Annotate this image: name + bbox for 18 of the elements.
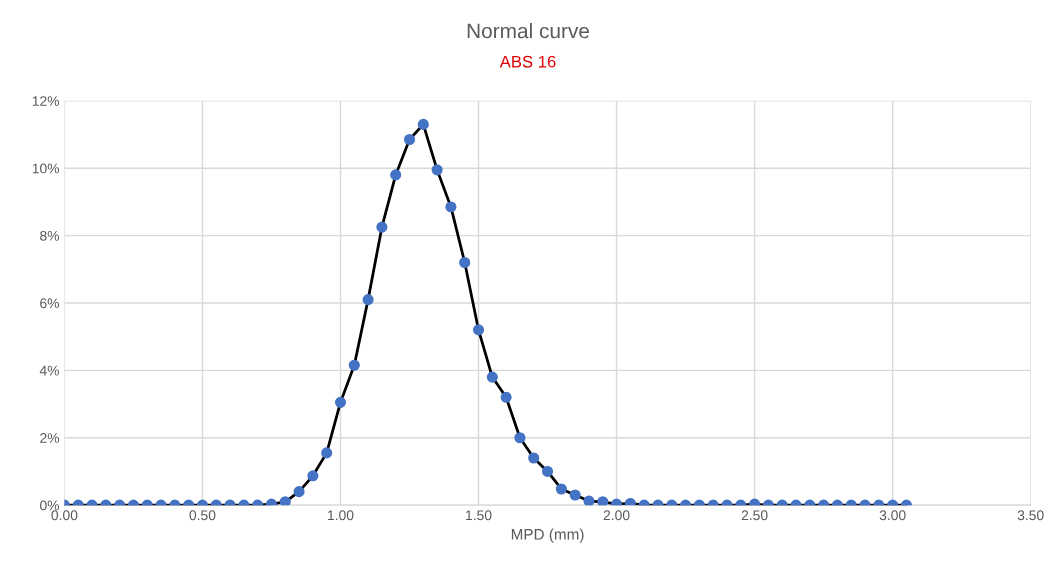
x-tick-label: 2.00 [603,510,630,521]
y-tick-label: 12% [32,96,60,106]
x-tick-label: 1.00 [328,510,354,521]
x-tick-label: 0.50 [189,510,216,521]
y-tick-label: 6% [40,298,60,309]
y-tick-label: 4% [39,365,60,376]
y-tick-label: 10% [32,163,60,174]
x-tick-label: 3.00 [879,510,906,521]
x-tick-label: 2.50 [741,510,768,521]
y-tick-label: 2% [40,433,60,443]
x-axis-title: MPD (mm) [511,528,584,543]
y-tick-label: 0% [40,500,60,511]
chart-subtitle: ABS 16 [499,55,556,68]
y-tick-label: 8% [40,230,60,241]
x-tick-label: 3.50 [1017,510,1044,521]
x-tick-label: 0.00 [51,510,78,521]
x-tick-label: 1.50 [466,510,492,521]
chart-title: Normal curve [467,22,590,39]
